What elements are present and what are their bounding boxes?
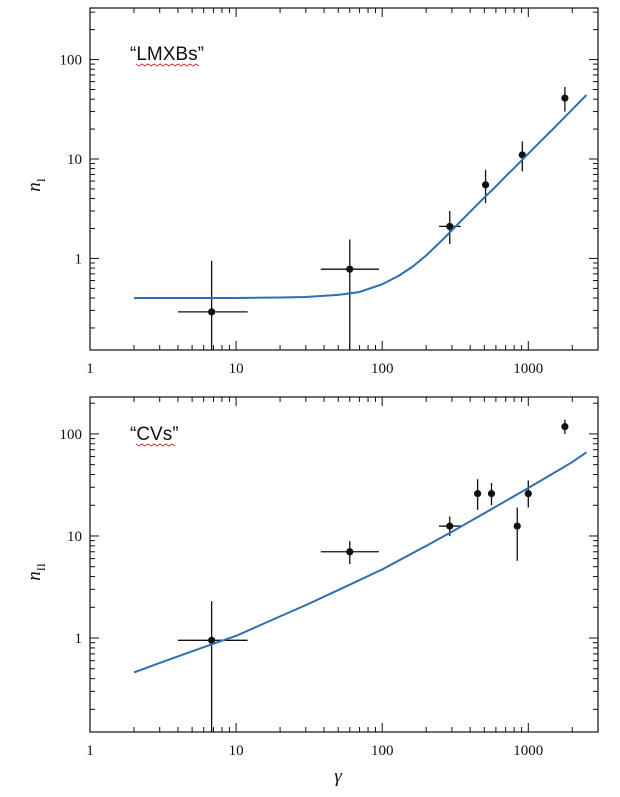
x-tick-label: 10 xyxy=(229,743,244,759)
data-point xyxy=(513,522,521,530)
x-tick-label: 1000 xyxy=(513,361,543,377)
x-tick-label: 10 xyxy=(229,361,244,377)
y-axis-label-sub: I xyxy=(34,178,48,182)
data-point xyxy=(524,490,532,498)
y-tick-label: 100 xyxy=(60,53,83,69)
y-tick-label: 1 xyxy=(75,251,83,267)
data-point xyxy=(561,422,569,431)
spellcheck-underline xyxy=(135,443,176,447)
y-tick-label: 10 xyxy=(67,152,82,168)
y-axis-label-sub: II xyxy=(34,563,48,571)
data-point xyxy=(446,222,454,230)
y-tick-label: 1 xyxy=(75,631,83,647)
y-tick-label: 10 xyxy=(67,529,82,545)
data-point xyxy=(487,490,496,498)
y-axis-label-main: n xyxy=(24,182,45,192)
data-point xyxy=(561,94,569,102)
y-axis-label: nII xyxy=(24,563,48,581)
x-tick-label: 1 xyxy=(86,743,94,759)
panel-annotation: “LMXBs” xyxy=(130,44,204,65)
panel-cvs: 1 10 100 1000 1 10 100 nII γ “CVs” xyxy=(24,396,599,787)
x-tick-label: 1 xyxy=(86,361,94,377)
y-axis-label: nI xyxy=(24,178,48,192)
data-point xyxy=(346,265,354,273)
data-point xyxy=(446,522,454,530)
x-tick-label: 100 xyxy=(371,361,394,377)
data-point xyxy=(474,490,482,498)
x-tick-label: 100 xyxy=(371,743,394,759)
plot-frame xyxy=(89,396,599,733)
panel-annotation: “CVs” xyxy=(130,424,179,445)
data-point xyxy=(208,308,216,316)
panel-lmxbs: 1 10 100 1000 1 10 100 nI “LMXBs” xyxy=(24,7,599,377)
data-point xyxy=(481,181,490,189)
x-axis-label: γ xyxy=(334,766,342,787)
model-curve xyxy=(133,94,588,300)
data-point xyxy=(208,636,216,644)
x-tick-label: 1000 xyxy=(513,743,543,759)
y-axis-label-main: n xyxy=(24,571,45,581)
y-tick-label: 100 xyxy=(60,427,83,443)
data-point xyxy=(346,548,354,556)
plot-frame xyxy=(89,7,599,351)
spellcheck-underline xyxy=(135,63,200,67)
model-curve xyxy=(133,451,587,674)
